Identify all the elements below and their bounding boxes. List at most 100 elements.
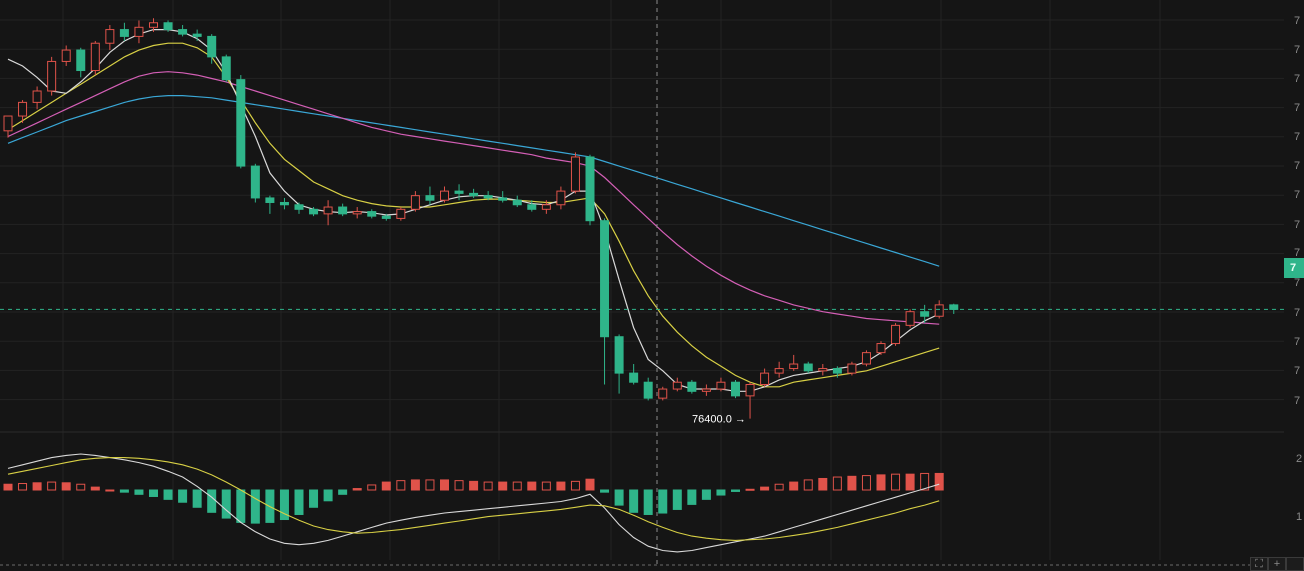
candle-body: [207, 35, 217, 58]
candle: [701, 384, 711, 396]
macd-histogram-bar: [541, 481, 551, 491]
candle: [425, 186, 435, 205]
macd-histogram-bar: [789, 481, 799, 491]
macd-histogram-bar: [134, 489, 144, 495]
candle-body: [90, 42, 100, 72]
expand-icon[interactable]: ⛶: [1250, 557, 1268, 571]
price-axis-label: 7: [1294, 73, 1300, 85]
candle: [294, 202, 304, 214]
macd-histogram-bar: [701, 489, 711, 500]
candle: [265, 195, 275, 214]
macd-histogram-bar: [658, 489, 668, 514]
candle-body: [221, 56, 231, 81]
macd-histogram-bar: [367, 484, 377, 491]
candle: [396, 207, 406, 221]
candle-body: [3, 115, 13, 132]
candle-body: [18, 101, 28, 117]
candle: [585, 154, 595, 226]
candle: [876, 341, 886, 355]
candle: [410, 191, 420, 212]
scroll-button[interactable]: [1286, 557, 1304, 571]
macd-histogram-bar: [745, 488, 755, 491]
candle: [760, 368, 770, 387]
candle-body: [905, 311, 915, 326]
candle-body: [265, 197, 275, 203]
price-axis-label: 7: [1294, 219, 1300, 231]
candle: [905, 309, 915, 328]
macd-histogram-bar: [149, 489, 158, 497]
candle: [90, 40, 100, 76]
candle-body: [585, 156, 595, 222]
price-axis-label: 7: [1294, 365, 1300, 377]
candles: [3, 18, 959, 419]
macd-histogram-bar: [47, 481, 57, 491]
macd-histogram-bar: [396, 480, 406, 491]
macd-histogram-bar: [556, 481, 566, 491]
candle-body: [789, 363, 799, 370]
candle-body: [440, 190, 449, 201]
candle-body: [352, 211, 362, 215]
macd-histogram-bar: [818, 477, 828, 491]
price-axis-label: 7: [1294, 395, 1300, 407]
macd-histogram-bar: [832, 476, 842, 491]
candle-body: [192, 33, 202, 37]
candle: [716, 377, 726, 392]
grid: [0, 0, 1284, 560]
macd-histogram-bar: [352, 488, 362, 491]
candle-body: [672, 381, 682, 390]
macd-histogram-bar: [803, 479, 813, 491]
candle: [527, 200, 537, 212]
price-axis-label: 7: [1294, 160, 1300, 172]
candle-body: [309, 208, 319, 215]
add-button[interactable]: +: [1268, 557, 1286, 571]
macd-histogram-bar: [236, 489, 246, 523]
candle: [832, 366, 842, 378]
candle-body: [934, 304, 944, 317]
macd-histogram-bar: [512, 481, 522, 491]
candle: [687, 379, 697, 394]
candle: [440, 186, 449, 203]
candle: [309, 207, 319, 217]
macd-dif-line: [7, 453, 940, 553]
candle-body: [949, 304, 959, 310]
candle-body: [861, 352, 871, 365]
candle: [731, 379, 740, 399]
candle: [119, 22, 129, 41]
macd-histogram-bar: [920, 472, 930, 491]
macd-histogram-bar: [250, 489, 260, 524]
candle-body: [920, 311, 930, 317]
price-axis-label: 7: [1294, 131, 1300, 143]
macd-histogram-bar: [425, 479, 435, 491]
macd-histogram-bar: [163, 489, 173, 500]
candle: [61, 45, 71, 66]
macd-histogram-bar: [585, 478, 595, 491]
candle-body: [134, 26, 144, 37]
candle-body: [832, 368, 842, 374]
macd-histogram-bar: [760, 486, 770, 491]
macd-histogram-bar: [440, 479, 449, 491]
candle: [352, 207, 362, 219]
macd-histogram-bar: [934, 472, 944, 491]
candle-body: [250, 165, 260, 199]
current-price-tag: 7: [1284, 258, 1304, 278]
candle-body: [600, 220, 610, 338]
ma60-line: [7, 94, 940, 267]
macd-histogram-bar: [731, 489, 740, 492]
candle: [76, 47, 86, 78]
price-axis-label: 7: [1294, 277, 1300, 289]
candle: [498, 191, 508, 203]
candle-body: [76, 49, 86, 72]
macd-histogram-bar: [483, 481, 493, 491]
candle: [512, 195, 522, 208]
candle-body: [731, 381, 740, 397]
macd-histogram-bar: [178, 489, 188, 503]
candle-body: [381, 215, 391, 219]
macd-histogram-bar: [905, 473, 915, 491]
macd-histogram-bar: [309, 489, 319, 508]
candle: [920, 304, 930, 324]
candle-body: [367, 211, 377, 217]
macd-histogram-bar: [279, 489, 289, 521]
candle: [279, 197, 289, 210]
candle: [847, 361, 857, 376]
